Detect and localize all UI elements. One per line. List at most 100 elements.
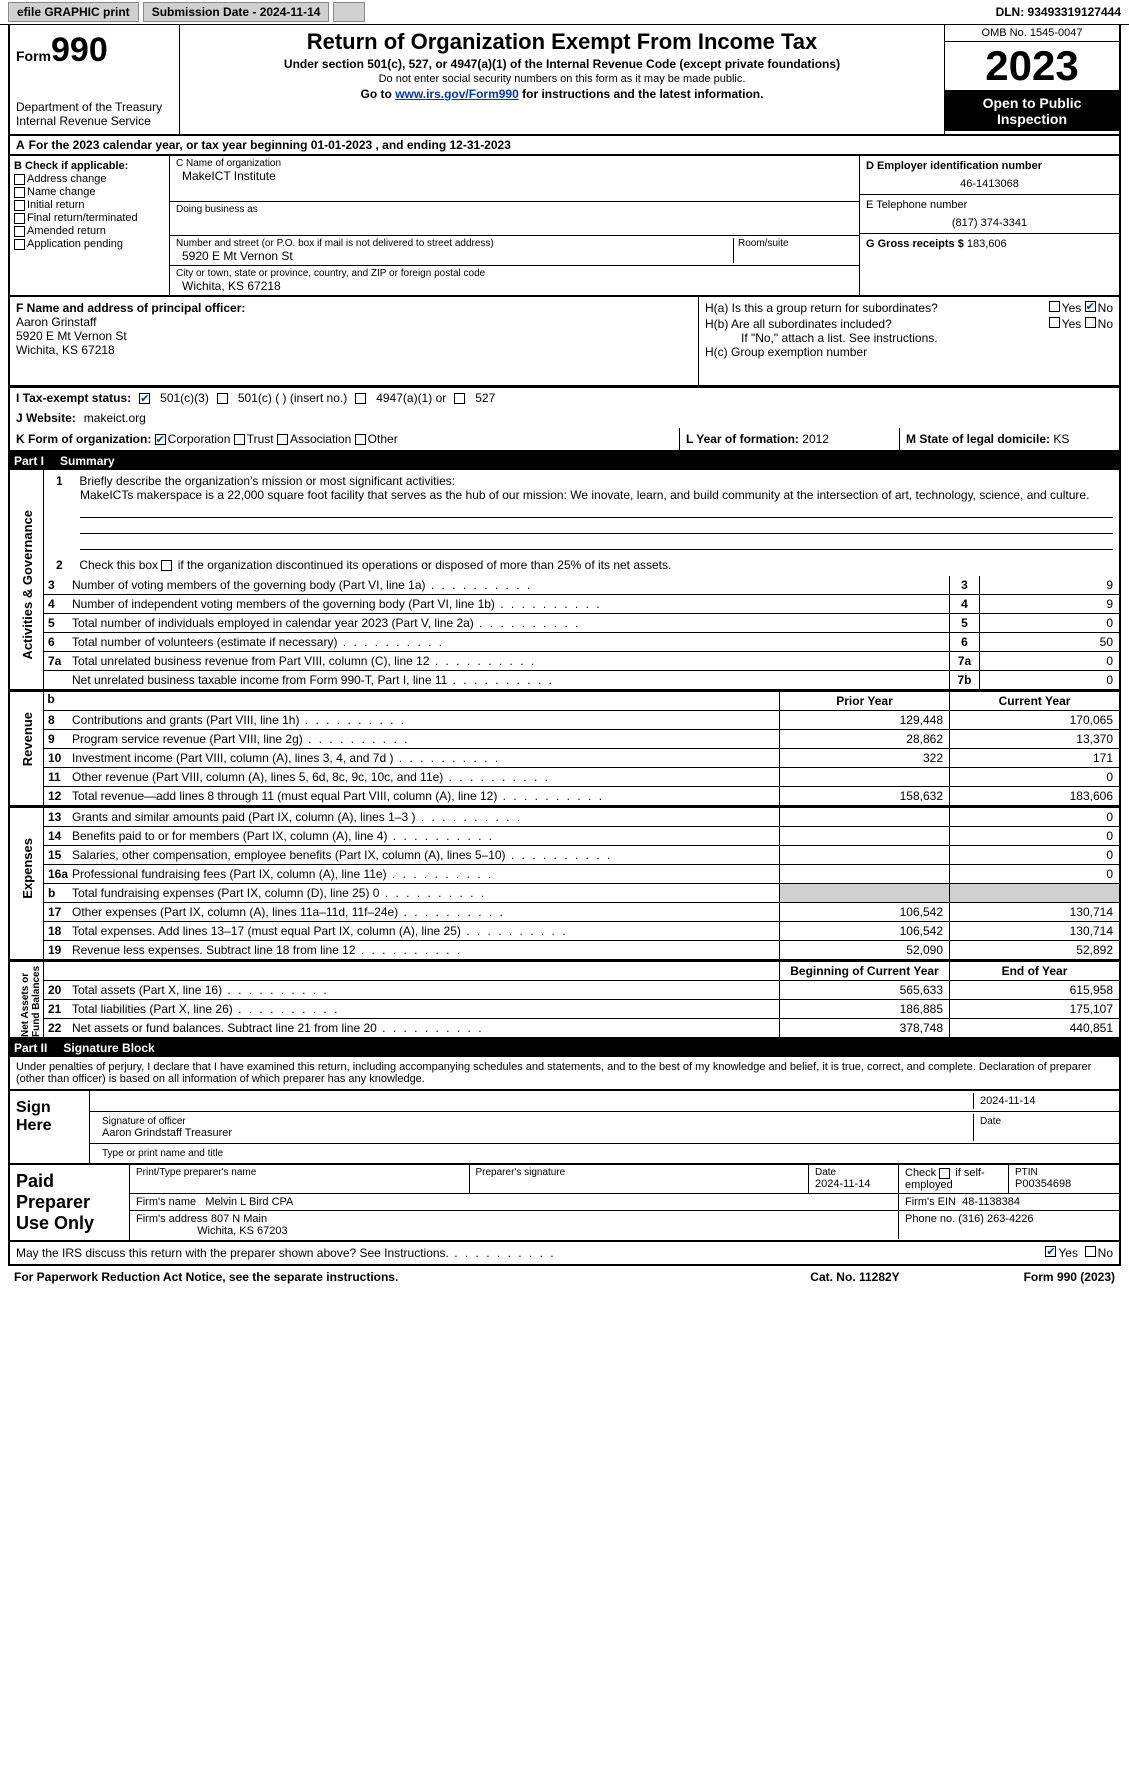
part2-title: Signature Block — [63, 1041, 154, 1055]
gross-receipts: 183,606 — [967, 238, 1007, 250]
netassets-line: 22Net assets or fund balances. Subtract … — [44, 1018, 1119, 1037]
q1-text: Briefly describe the organization's miss… — [79, 474, 455, 488]
chk-assoc[interactable] — [277, 434, 288, 445]
side-revenue: Revenue — [10, 692, 44, 805]
blank-button[interactable] — [333, 2, 364, 22]
ptin: P00354698 — [1015, 1178, 1071, 1190]
section-c: C Name of organization MakeICT Institute… — [170, 156, 859, 295]
top-bar: efile GRAPHIC print Submission Date - 20… — [0, 0, 1129, 25]
hc-label: H(c) Group exemption number — [705, 345, 1113, 359]
corp: Corporation — [168, 432, 231, 446]
ha-yes[interactable] — [1049, 301, 1060, 312]
summary-line: 5Total number of individuals employed in… — [44, 613, 1119, 632]
hdr-end: End of Year — [949, 962, 1119, 980]
discuss-no[interactable] — [1085, 1246, 1096, 1257]
perjury-block: Under penalties of perjury, I declare th… — [8, 1057, 1121, 1091]
assoc: Association — [290, 432, 351, 446]
check-label: Check — [905, 1167, 936, 1179]
ha-no[interactable] — [1085, 301, 1096, 312]
j-label: J Website: — [16, 411, 76, 425]
chk-trust[interactable] — [234, 434, 245, 445]
chk-addr-change[interactable]: Address change — [14, 173, 165, 185]
part1-label: Part I — [14, 454, 44, 468]
type-print-label: Type or print name and title — [96, 1146, 229, 1161]
line-a-label: A — [16, 138, 25, 152]
form-subtitle: Under section 501(c), 527, or 4947(a)(1)… — [188, 57, 936, 71]
date-label: Date — [980, 1116, 1107, 1127]
irs-link[interactable]: www.irs.gov/Form990 — [395, 87, 519, 101]
section-h: H(a) Is this a group return for subordin… — [699, 297, 1119, 385]
chk-other[interactable] — [355, 434, 366, 445]
side-netassets: Net Assets or Fund Balances — [10, 962, 44, 1037]
efile-button[interactable]: efile GRAPHIC print — [8, 2, 139, 22]
hb-no[interactable] — [1085, 317, 1096, 328]
chk-4947[interactable] — [355, 393, 366, 404]
phone: (817) 374-3341 — [866, 217, 1113, 229]
dln-label: DLN: 93493319127444 — [996, 5, 1121, 19]
gross-label: G Gross receipts $ — [866, 238, 964, 250]
chk-app-pending[interactable]: Application pending — [14, 238, 165, 250]
summary-block: Activities & Governance 1 Briefly descri… — [8, 470, 1121, 1039]
form-number: Form990 — [16, 31, 173, 70]
q2-text: Check this box if the organization disco… — [79, 558, 671, 572]
header-mid: Return of Organization Exempt From Incom… — [180, 25, 944, 134]
expenses-section: Expenses 13Grants and similar amounts pa… — [10, 805, 1119, 959]
sign-here-label: Sign Here — [10, 1091, 90, 1163]
chk-501c3[interactable] — [139, 393, 150, 404]
revenue-line: 11Other revenue (Part VIII, column (A), … — [44, 767, 1119, 786]
q1-num: 1 — [56, 474, 76, 488]
line-a: A For the 2023 calendar year, or tax yea… — [8, 136, 1121, 154]
sign-here: Sign Here 2024-11-14 Signature of office… — [8, 1091, 1121, 1165]
chk-amended[interactable]: Amended return — [14, 225, 165, 237]
summary-line: 3Number of voting members of the governi… — [44, 576, 1119, 594]
revenue-line: 9Program service revenue (Part VIII, lin… — [44, 729, 1119, 748]
revenue-line: 10Investment income (Part VIII, column (… — [44, 748, 1119, 767]
block-bcd: B Check if applicable: Address change Na… — [8, 154, 1121, 297]
prep-date: 2024-11-14 — [815, 1178, 870, 1190]
i-label: I Tax-exempt status: — [16, 391, 131, 405]
street: 5920 E Mt Vernon St — [182, 249, 733, 263]
footer-discuss: May the IRS discuss this return with the… — [8, 1242, 1121, 1266]
section-l: L Year of formation: 2012 — [679, 428, 899, 450]
form-header: Form990 Department of the Treasury Inter… — [8, 25, 1121, 136]
firm-phone-label: Phone no. — [905, 1213, 955, 1225]
cat-no: Cat. No. 11282Y — [755, 1270, 955, 1284]
year-formation: 2012 — [802, 432, 829, 446]
firm-phone: (316) 263-4226 — [958, 1213, 1033, 1225]
phone-label: E Telephone number — [866, 199, 1113, 211]
hb-label: H(b) Are all subordinates included? — [705, 317, 1049, 331]
f-label: F Name and address of principal officer: — [16, 301, 245, 315]
hb-yes[interactable] — [1049, 317, 1060, 328]
street-label: Number and street (or P.O. box if mail i… — [176, 238, 733, 249]
goto-suffix: for instructions and the latest informat… — [519, 87, 764, 101]
no-text2: No — [1098, 317, 1113, 331]
irs-label: Internal Revenue Service — [16, 114, 173, 128]
officer-addr2: Wichita, KS 67218 — [16, 343, 692, 357]
chk-name-change[interactable]: Name change — [14, 186, 165, 198]
footer-bottom: For Paperwork Reduction Act Notice, see … — [8, 1266, 1121, 1288]
yes-text: Yes — [1062, 301, 1082, 315]
room-label: Room/suite — [738, 238, 853, 249]
chk-self-emp[interactable] — [939, 1168, 950, 1179]
sign-date: 2024-11-14 — [973, 1093, 1113, 1109]
expense-line: 18Total expenses. Add lines 13–17 (must … — [44, 921, 1119, 940]
chk-corp[interactable] — [155, 434, 166, 445]
form-990: 990 — [51, 31, 108, 69]
discuss-yes[interactable] — [1045, 1246, 1056, 1257]
chk-initial[interactable]: Initial return — [14, 199, 165, 211]
chk-discontinued[interactable] — [161, 560, 172, 571]
chk-527[interactable] — [454, 393, 465, 404]
submission-button[interactable]: Submission Date - 2024-11-14 — [143, 2, 330, 22]
chk-final[interactable]: Final return/terminated — [14, 212, 165, 224]
vlabel-expenses: Expenses — [20, 838, 35, 899]
ein: 46-1413068 — [866, 178, 1113, 190]
dba-label: Doing business as — [176, 204, 258, 233]
state: KS — [1053, 432, 1069, 446]
part2-header: Part II Signature Block — [8, 1039, 1121, 1057]
netassets-section: Net Assets or Fund Balances Beginning of… — [10, 959, 1119, 1037]
part1-header: Part I Summary — [8, 452, 1121, 470]
form-ref: Form 990 (2023) — [1024, 1270, 1115, 1284]
firm-ein: 48-1138384 — [962, 1196, 1020, 1208]
vlabel-activities: Activities & Governance — [20, 510, 35, 660]
chk-501c[interactable] — [217, 393, 228, 404]
